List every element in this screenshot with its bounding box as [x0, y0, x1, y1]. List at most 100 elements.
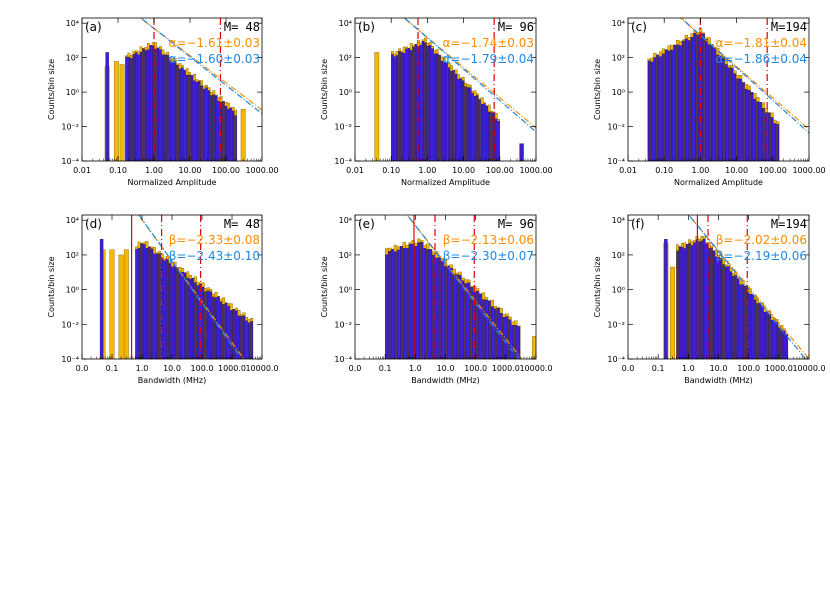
bar-purple	[741, 284, 745, 359]
x-tick-label: 0.0	[76, 364, 89, 373]
bar-purple	[681, 246, 684, 359]
bar-purple	[181, 67, 184, 161]
bar-purple	[446, 265, 450, 359]
x-tick-label: 1000.0	[492, 364, 520, 373]
bar-purple	[400, 52, 403, 161]
y-tick-label: 10⁻⁴	[607, 355, 625, 364]
bar-purple	[176, 267, 179, 359]
bar-purple	[724, 266, 728, 359]
bar-purple	[138, 247, 141, 359]
bar-purple	[455, 73, 458, 161]
bar-purple	[426, 249, 430, 359]
m-label: M=194	[771, 20, 807, 34]
bar-orange-isolated	[374, 52, 380, 161]
m-label: M= 48	[224, 20, 260, 34]
fit-label-blue: α=−1.79±0.04	[442, 52, 534, 66]
x-tick-label: 1.00	[418, 166, 436, 175]
bar-purple	[717, 257, 720, 359]
bar-purple	[159, 49, 162, 161]
y-tick-label: 10⁻⁴	[61, 157, 79, 166]
x-tick-label: 0.0	[349, 364, 362, 373]
bar-purple	[178, 68, 182, 161]
bar-purple	[204, 291, 207, 359]
bar-purple	[508, 319, 512, 359]
fit-label-orange: α=−1.74±0.03	[442, 36, 534, 50]
y-tick-label: 10²	[66, 54, 79, 63]
bar-purple-isolated	[519, 143, 524, 161]
bar-purple	[168, 263, 172, 359]
bar-purple	[153, 253, 156, 359]
y-tick-label: 10⁴	[339, 19, 352, 28]
x-tick-label: 10.00	[179, 166, 202, 175]
bar-purple	[702, 33, 705, 161]
bar-purple	[482, 299, 485, 359]
bar-purple	[195, 81, 198, 161]
bar-purple	[166, 259, 169, 359]
bar-purple	[683, 248, 686, 359]
bar-purple	[466, 87, 470, 161]
bar-purple	[773, 321, 776, 359]
bar-purple	[749, 294, 752, 359]
x-tick-label: 1.0	[682, 364, 695, 373]
bar-purple	[776, 123, 780, 161]
bar-purple	[739, 78, 742, 161]
bar-purple	[402, 247, 406, 359]
plot-area	[104, 18, 262, 161]
bar-purple	[424, 42, 427, 161]
bar-orange-isolated	[118, 254, 124, 359]
y-tick-label: 10⁻⁴	[61, 355, 79, 364]
bar-purple	[156, 47, 160, 161]
bar-purple	[181, 271, 184, 359]
plot-area	[663, 215, 809, 359]
bar-purple	[432, 254, 435, 359]
panel-label: (f)	[631, 217, 645, 231]
bar-purple	[459, 78, 462, 161]
bar-purple	[664, 49, 668, 161]
bar-purple	[222, 101, 225, 161]
bar-purple-isolated	[99, 239, 104, 359]
bar-purple	[150, 248, 154, 359]
bar-purple	[224, 105, 228, 161]
bar-purple	[742, 82, 745, 161]
bar-purple	[396, 55, 399, 161]
bar-purple	[469, 87, 472, 161]
bar-purple	[388, 251, 391, 359]
bar-purple	[676, 250, 679, 359]
bar-purple	[186, 277, 189, 359]
bar-purple	[191, 277, 195, 359]
bar-purple	[135, 52, 138, 161]
y-tick-label: 10⁴	[339, 216, 352, 225]
bar-purple	[414, 44, 418, 161]
bar-purple	[410, 50, 413, 161]
bar-purple	[142, 48, 145, 161]
bar-purple	[237, 315, 241, 359]
bar-purple	[715, 256, 718, 359]
bar-purple	[490, 112, 493, 161]
bar-purple	[762, 108, 765, 161]
bar-purple	[470, 287, 474, 359]
bar-purple	[771, 320, 774, 359]
bar-purple	[662, 53, 665, 161]
bar-purple	[688, 242, 691, 359]
bar-purple	[143, 244, 146, 359]
bar-purple	[770, 117, 774, 161]
x-tick-label: 100.0	[191, 364, 214, 373]
bar-purple	[198, 81, 201, 161]
bar-purple	[707, 44, 711, 161]
fit-line-orange	[679, 18, 809, 130]
fit-label-orange: α=−1.81±0.04	[715, 36, 807, 50]
bar-purple	[407, 48, 411, 161]
bar-purple	[399, 246, 403, 359]
fit-label-blue: β=−2.43±0.10	[169, 249, 260, 263]
bar-purple	[476, 95, 479, 161]
y-tick-label: 10⁻⁴	[334, 355, 352, 364]
bar-purple	[202, 88, 206, 161]
bar-purple	[158, 253, 161, 359]
bar-orange-isolated	[670, 266, 675, 359]
y-axis-label: Counts/bin size	[593, 59, 602, 120]
bar-purple	[467, 282, 471, 359]
x-axis-label: Normalized Amplitude	[128, 178, 217, 187]
plot-area	[374, 18, 536, 161]
bar-purple	[739, 284, 742, 359]
